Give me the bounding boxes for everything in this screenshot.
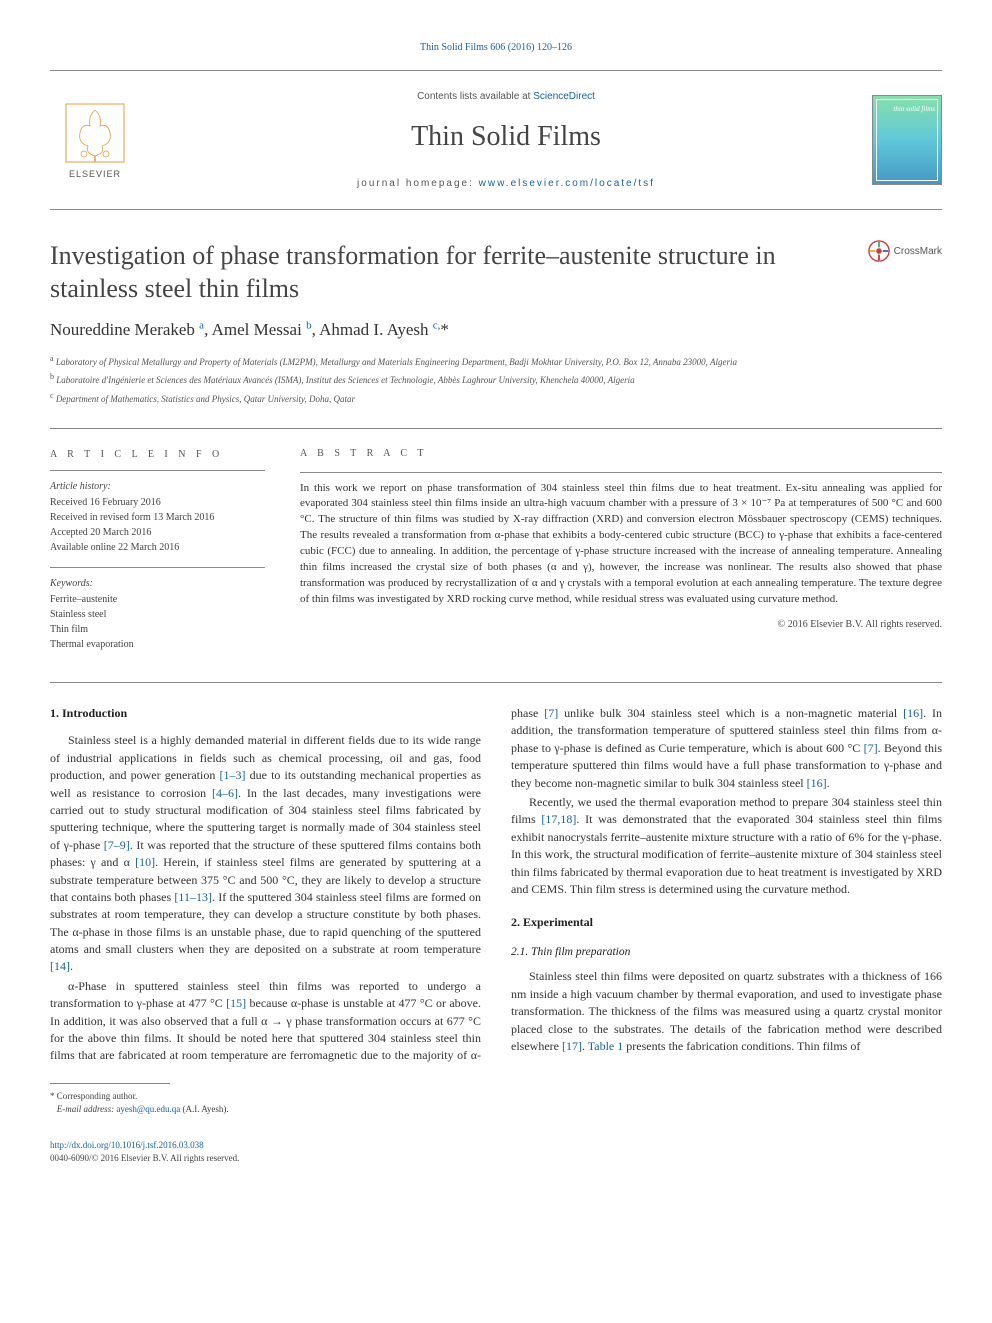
corr-label: Corresponding author. [55, 1091, 138, 1101]
doi-link[interactable]: http://dx.doi.org/10.1016/j.tsf.2016.03.… [50, 1140, 204, 1150]
cover-label: thin solid films [893, 106, 935, 113]
keyword: Stainless steel [50, 607, 265, 622]
ref-link[interactable]: [17] [562, 1039, 582, 1053]
email-suffix: (A.I. Ayesh). [180, 1104, 228, 1114]
body-para: Stainless steel thin films were deposite… [511, 968, 942, 1055]
header-center: Contents lists available at ScienceDirec… [140, 89, 872, 191]
author-1: Noureddine Merakeb [50, 320, 199, 339]
corresponding-author: * Corresponding author. E-mail address: … [50, 1090, 942, 1117]
doi-block: http://dx.doi.org/10.1016/j.tsf.2016.03.… [50, 1139, 942, 1166]
section-2-1-heading: 2.1. Thin film preparation [511, 944, 942, 961]
ref-link[interactable]: [16] [807, 776, 827, 790]
author-2: , Amel Messai [204, 320, 306, 339]
issn-copyright: 0040-6090/© 2016 Elsevier B.V. All right… [50, 1153, 239, 1163]
keyword: Thermal evaporation [50, 637, 265, 652]
rule-abstract [300, 472, 942, 473]
keywords-head: Keywords: [50, 576, 265, 591]
ref-link[interactable]: [11–13] [174, 890, 212, 904]
homepage-label: journal homepage: [357, 178, 479, 189]
corresponding-star: * [440, 320, 449, 339]
author-3: , Ahmad I. Ayesh [312, 320, 433, 339]
ref-link[interactable]: [16] [903, 706, 923, 720]
crossmark-badge[interactable]: CrossMark [868, 240, 942, 262]
affiliation-a: a Laboratory of Physical Metallurgy and … [50, 353, 942, 370]
abstract-label: A B S T R A C T [300, 447, 942, 462]
ref-link[interactable]: [10] [135, 855, 155, 869]
ref-link[interactable]: [1–3] [219, 768, 245, 782]
body-para: Recently, we used the thermal evaporatio… [511, 794, 942, 898]
crossmark-icon [868, 240, 890, 262]
top-citation: Thin Solid Films 606 (2016) 120–126 [50, 40, 942, 55]
ref-link[interactable]: [17,18] [541, 812, 576, 826]
history-line: Received in revised form 13 March 2016 [50, 510, 265, 525]
ref-link[interactable]: [7–9] [104, 838, 130, 852]
keywords-block: Keywords: Ferrite–austenite Stainless st… [50, 576, 265, 652]
rule-top [50, 70, 942, 71]
table-link[interactable]: Table 1 [588, 1039, 623, 1053]
history-line: Accepted 20 March 2016 [50, 525, 265, 540]
journal-name: Thin Solid Films [140, 116, 872, 158]
corresponding-email[interactable]: ayesh@qu.edu.qa [116, 1104, 180, 1114]
journal-homepage: journal homepage: www.elsevier.com/locat… [140, 176, 872, 191]
publisher-name: ELSEVIER [69, 168, 121, 182]
section-1-heading: 1. Introduction [50, 705, 481, 722]
abstract: A B S T R A C T In this work we report o… [300, 447, 942, 664]
ref-link[interactable]: [15] [226, 996, 246, 1010]
affiliation-c: c Department of Mathematics, Statistics … [50, 390, 942, 407]
history-line: Received 16 February 2016 [50, 495, 265, 510]
abstract-text: In this work we report on phase transfor… [300, 481, 942, 609]
contents-line: Contents lists available at ScienceDirec… [140, 89, 872, 104]
rule-info [50, 470, 265, 471]
abstract-copyright: © 2016 Elsevier B.V. All rights reserved… [300, 618, 942, 633]
rule-header-bottom [50, 209, 942, 210]
article-info: A R T I C L E I N F O Article history: R… [50, 447, 265, 664]
publisher-logo: ELSEVIER [50, 93, 140, 188]
journal-header: ELSEVIER Contents lists available at Sci… [50, 79, 942, 201]
ref-link[interactable]: [7] [544, 706, 558, 720]
keyword: Ferrite–austenite [50, 592, 265, 607]
citation-link[interactable]: Thin Solid Films 606 (2016) 120–126 [420, 42, 572, 53]
journal-cover-thumbnail: thin solid films [872, 95, 942, 185]
ref-link[interactable]: [7] [864, 741, 878, 755]
elsevier-tree-icon [60, 98, 130, 168]
info-abstract-row: A R T I C L E I N F O Article history: R… [50, 428, 942, 683]
crossmark-label: CrossMark [894, 244, 942, 259]
title-row: Investigation of phase transformation fo… [50, 240, 942, 305]
contents-prefix: Contents lists available at [417, 91, 533, 102]
ref-link[interactable]: [14] [50, 959, 70, 973]
email-label: E-mail address: [57, 1104, 117, 1114]
article-history: Article history: Received 16 February 20… [50, 479, 265, 555]
rule-keywords [50, 567, 265, 568]
ref-link[interactable]: [4–6] [212, 786, 238, 800]
history-head: Article history: [50, 479, 265, 494]
section-2-heading: 2. Experimental [511, 914, 942, 931]
article-title: Investigation of phase transformation fo… [50, 240, 848, 305]
keyword: Thin film [50, 622, 265, 637]
body-columns: 1. Introduction Stainless steel is a hig… [50, 705, 942, 1065]
info-label: A R T I C L E I N F O [50, 447, 265, 462]
homepage-link[interactable]: www.elsevier.com/locate/tsf [479, 178, 655, 189]
history-line: Available online 22 March 2016 [50, 540, 265, 555]
affiliation-b: b Laboratoire d'Ingénierie et Sciences d… [50, 371, 942, 388]
corresponding-rule [50, 1083, 170, 1084]
body-para: Stainless steel is a highly demanded mat… [50, 732, 481, 975]
sciencedirect-link[interactable]: ScienceDirect [533, 91, 595, 102]
authors: Noureddine Merakeb a, Amel Messai b, Ahm… [50, 317, 942, 343]
